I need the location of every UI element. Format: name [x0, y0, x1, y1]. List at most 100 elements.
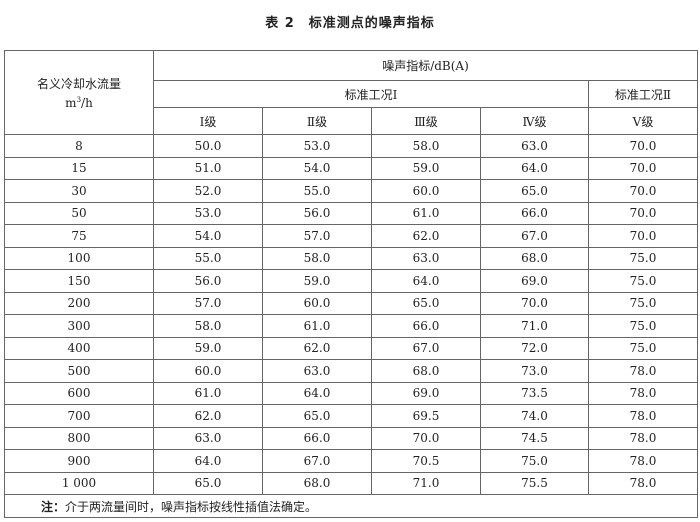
- noise-value-cell: 64.0: [153, 449, 263, 473]
- noise-value-cell: 70.0: [588, 201, 698, 225]
- noise-value-cell: 78.0: [588, 359, 698, 383]
- noise-value-cell: 78.0: [588, 381, 698, 405]
- noise-value-cell: 57.0: [262, 224, 372, 248]
- noise-value-cell: 78.0: [588, 404, 698, 428]
- flow-cell: 500: [4, 359, 154, 383]
- noise-value-cell: 63.0: [371, 246, 481, 270]
- noise-value-cell: 74.0: [480, 404, 589, 428]
- noise-value-cell: 75.0: [480, 449, 589, 473]
- noise-value-cell: 55.0: [262, 179, 372, 203]
- noise-value-cell: 78.0: [588, 449, 698, 473]
- noise-value-cell: 70.0: [588, 134, 698, 158]
- flow-cell: 600: [4, 381, 154, 405]
- noise-value-cell: 58.0: [153, 314, 263, 338]
- noise-value-cell: 58.0: [371, 134, 481, 158]
- condition-1-header: 标准工况Ⅰ: [153, 80, 589, 108]
- noise-value-cell: 59.0: [262, 269, 372, 293]
- noise-value-cell: 59.0: [371, 156, 481, 180]
- noise-value-cell: 62.0: [262, 336, 372, 360]
- noise-value-cell: 71.0: [371, 471, 481, 495]
- noise-value-cell: 51.0: [153, 156, 263, 180]
- noise-value-cell: 70.0: [371, 426, 481, 450]
- noise-value-cell: 67.0: [371, 336, 481, 360]
- noise-value-cell: 62.0: [153, 404, 263, 428]
- note-label: 注：: [41, 499, 66, 514]
- noise-value-cell: 60.0: [262, 291, 372, 315]
- noise-value-cell: 58.0: [262, 246, 372, 270]
- grade-header: Ⅱ级: [262, 107, 372, 135]
- table-row: 600 61.0 64.0 69.0 73.5 78.0: [4, 381, 698, 405]
- table-row: 300 58.0 61.0 66.0 71.0 75.0: [4, 314, 698, 338]
- noise-value-cell: 64.0: [480, 156, 589, 180]
- table-row: 800 63.0 66.0 70.0 74.5 78.0: [4, 426, 698, 450]
- noise-value-cell: 69.0: [480, 269, 589, 293]
- flow-cell: 75: [4, 224, 154, 248]
- noise-value-cell: 70.5: [371, 449, 481, 473]
- flow-cell: 400: [4, 336, 154, 360]
- noise-value-cell: 73.0: [480, 359, 589, 383]
- table-row: 100 55.0 58.0 63.0 68.0 75.0: [4, 246, 698, 270]
- noise-value-cell: 70.0: [480, 291, 589, 315]
- flow-cell: 200: [4, 291, 154, 315]
- noise-value-cell: 61.0: [371, 201, 481, 225]
- noise-value-cell: 63.0: [262, 359, 372, 383]
- flow-cell: 800: [4, 426, 154, 450]
- grade-header: Ⅲ级: [371, 107, 481, 135]
- noise-value-cell: 53.0: [153, 201, 263, 225]
- noise-value-cell: 61.0: [153, 381, 263, 405]
- flow-cell: 100: [4, 246, 154, 270]
- note-row: 注：介于两流量间时，噪声指标按线性插值法确定。: [4, 494, 698, 518]
- flow-header: 名义冷却水流量 m3/h: [4, 50, 154, 135]
- noise-value-cell: 57.0: [153, 291, 263, 315]
- note: 注：介于两流量间时，噪声指标按线性插值法确定。: [4, 494, 698, 518]
- table-row: 1 000 65.0 68.0 71.0 75.5 78.0: [4, 471, 698, 495]
- noise-value-cell: 65.0: [480, 179, 589, 203]
- table-row: 15 51.0 54.0 59.0 64.0 70.0: [4, 156, 698, 180]
- noise-value-cell: 54.0: [262, 156, 372, 180]
- noise-table: 名义冷却水流量 m3/h 噪声指标/dB(A) 标准工况Ⅰ 标准工况Ⅱ Ⅰ级 Ⅱ…: [4, 50, 698, 518]
- noise-value-cell: 60.0: [153, 359, 263, 383]
- noise-value-cell: 70.0: [588, 156, 698, 180]
- noise-value-cell: 71.0: [480, 314, 589, 338]
- noise-value-cell: 66.0: [262, 426, 372, 450]
- flow-cell: 1 000: [4, 471, 154, 495]
- flow-cell: 15: [4, 156, 154, 180]
- grade-header: Ⅳ级: [480, 107, 589, 135]
- noise-value-cell: 52.0: [153, 179, 263, 203]
- noise-value-cell: 75.0: [588, 314, 698, 338]
- table-title: 表 2 标准测点的噪声指标: [265, 16, 435, 31]
- noise-header: 噪声指标/dB(A): [153, 50, 698, 81]
- table-row: 400 59.0 62.0 67.0 72.0 75.0: [4, 336, 698, 360]
- noise-value-cell: 73.5: [480, 381, 589, 405]
- note-text: 介于两流量间时，噪声指标按线性插值法确定。: [65, 499, 318, 514]
- noise-value-cell: 69.0: [371, 381, 481, 405]
- noise-value-cell: 53.0: [262, 134, 372, 158]
- table-row: 700 62.0 65.0 69.5 74.0 78.0: [4, 404, 698, 428]
- flow-label: 名义冷却水流量: [36, 77, 121, 91]
- noise-value-cell: 68.0: [262, 471, 372, 495]
- noise-value-cell: 56.0: [262, 201, 372, 225]
- noise-value-cell: 70.0: [588, 179, 698, 203]
- noise-value-cell: 75.0: [588, 269, 698, 293]
- table-row: 30 52.0 55.0 60.0 65.0 70.0: [4, 179, 698, 203]
- table-row: 900 64.0 67.0 70.5 75.0 78.0: [4, 449, 698, 473]
- noise-value-cell: 61.0: [262, 314, 372, 338]
- noise-value-cell: 69.5: [371, 404, 481, 428]
- noise-value-cell: 64.0: [262, 381, 372, 405]
- noise-value-cell: 64.0: [371, 269, 481, 293]
- flow-cell: 50: [4, 201, 154, 225]
- noise-value-cell: 55.0: [153, 246, 263, 270]
- flow-cell: 150: [4, 269, 154, 293]
- table-row: 200 57.0 60.0 65.0 70.0 75.0: [4, 291, 698, 315]
- grade-header: Ⅴ级: [588, 107, 698, 135]
- noise-value-cell: 72.0: [480, 336, 589, 360]
- table-row: 500 60.0 63.0 68.0 73.0 78.0: [4, 359, 698, 383]
- noise-value-cell: 75.0: [588, 246, 698, 270]
- table-row: 50 53.0 56.0 61.0 66.0 70.0: [4, 201, 698, 225]
- grade-header: Ⅰ级: [153, 107, 263, 135]
- flow-cell: 30: [4, 179, 154, 203]
- noise-value-cell: 60.0: [371, 179, 481, 203]
- noise-value-cell: 70.0: [588, 224, 698, 248]
- noise-value-cell: 75.5: [480, 471, 589, 495]
- noise-value-cell: 54.0: [153, 224, 263, 248]
